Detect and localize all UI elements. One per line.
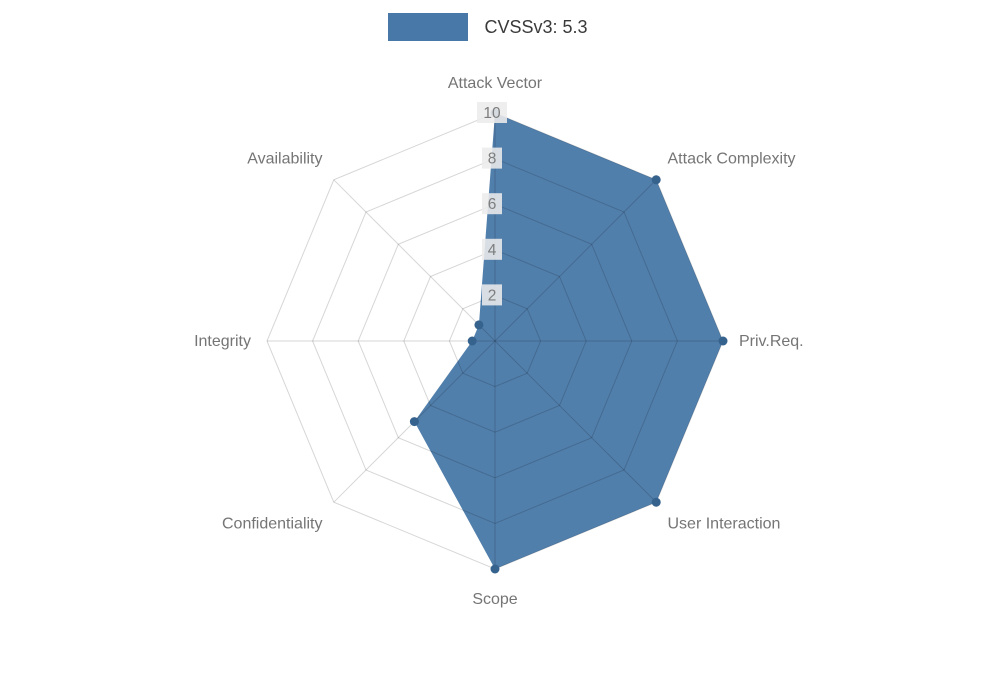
series-point-marker: [651, 497, 661, 507]
series-point-marker: [474, 320, 484, 330]
axis-label-scope: Scope: [472, 591, 517, 608]
series-point-marker: [490, 564, 500, 574]
radial-tick-label: 4: [488, 242, 497, 259]
series-point-marker: [651, 175, 661, 185]
radial-tick-box: [482, 147, 502, 169]
grid-spoke: [494, 179, 657, 342]
axis-label-attack-vector: Attack Vector: [448, 75, 543, 92]
axis-label-priv-req-: Priv.Req.: [739, 333, 804, 350]
series-point-marker: [467, 336, 477, 346]
radial-tick-label: 8: [488, 151, 497, 168]
radial-tick-box: [482, 193, 502, 215]
axis-label-user-interaction: User Interaction: [668, 515, 781, 532]
radial-tick-box: [477, 102, 507, 123]
legend-swatch: [388, 13, 469, 41]
axis-label-confidentiality: Confidentiality: [222, 515, 323, 532]
grid-ring: [357, 203, 633, 479]
grid-spoke: [333, 179, 496, 342]
legend-label: CVSSv3: 5.3: [484, 16, 588, 37]
axis-label-availability: Availability: [247, 151, 322, 168]
series-point-marker: [718, 336, 728, 346]
grid-ring: [448, 294, 542, 388]
radial-tick-label: 2: [488, 287, 497, 304]
grid-ring: [312, 158, 678, 524]
axis-label-integrity: Integrity: [194, 333, 251, 350]
grid-spoke: [494, 340, 657, 503]
radar-series-polygon: [414, 113, 723, 569]
radial-tick-box: [482, 284, 502, 306]
radial-tick-box: [482, 238, 502, 260]
legend: CVSSv3: 5.3: [0, 13, 988, 41]
series-point-marker: [409, 417, 419, 427]
radial-tick-label: 6: [488, 196, 497, 213]
grid-ring: [403, 249, 587, 433]
radial-tick-label: 10: [483, 105, 501, 122]
axis-label-attack-complexity: Attack Complexity: [668, 151, 796, 168]
